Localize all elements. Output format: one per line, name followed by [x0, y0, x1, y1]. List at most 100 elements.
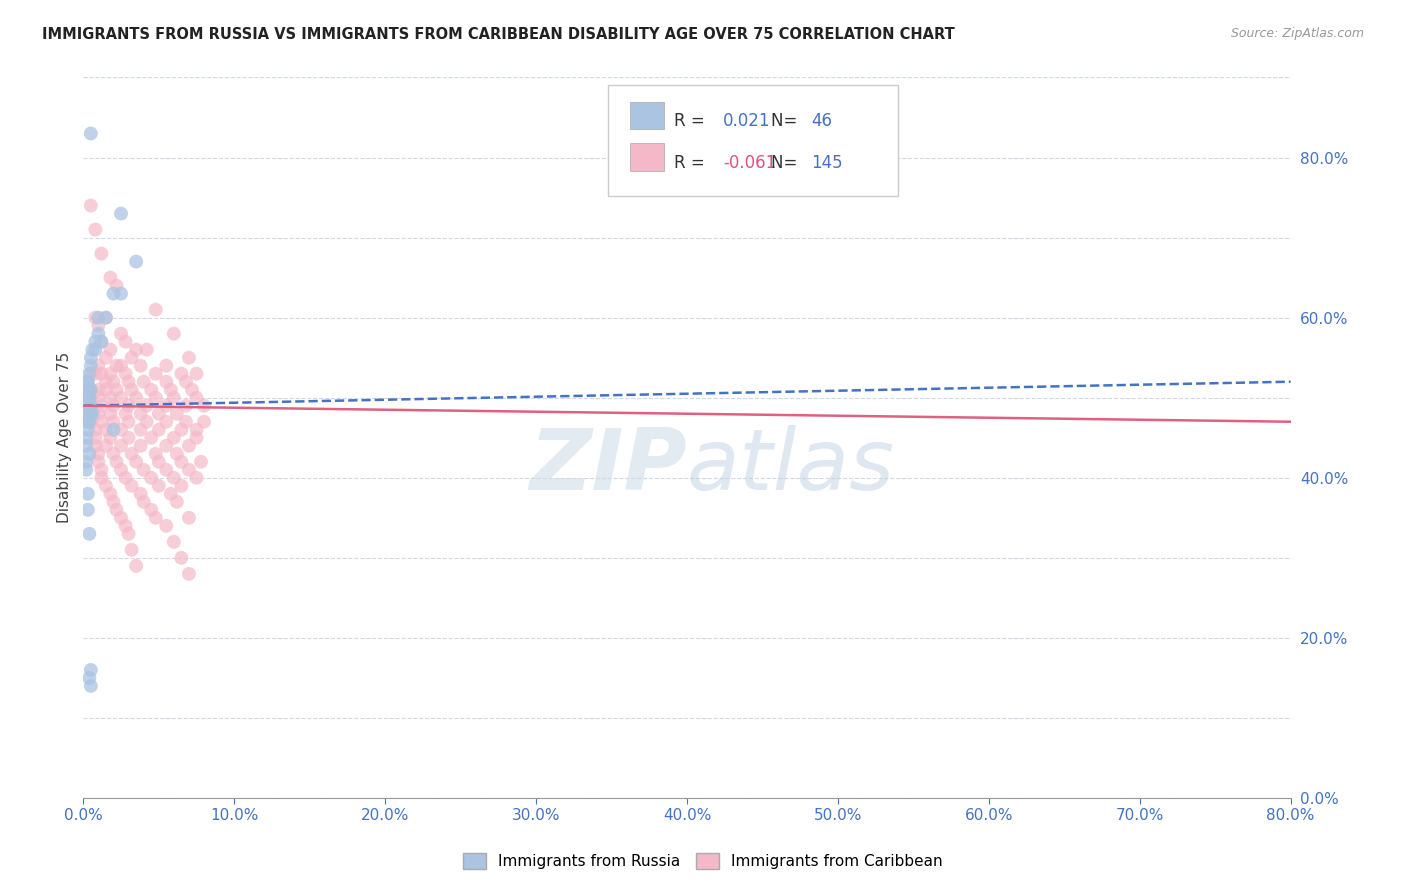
Point [100, 391, 122, 405]
Point [87, 407, 110, 421]
Point [110, 439, 132, 453]
Point [125, 343, 148, 357]
Text: 145: 145 [811, 153, 844, 172]
Point [110, 359, 132, 373]
Y-axis label: Disability Age Over 75: Disability Age Over 75 [58, 352, 72, 524]
Point [121, 383, 143, 397]
Point [145, 302, 167, 317]
Point [75, 455, 97, 469]
Point [80, 359, 103, 373]
Point [100, 367, 122, 381]
Point [177, 511, 200, 525]
Point [94, 310, 117, 325]
Point [90, 334, 112, 349]
Point [84, 222, 107, 236]
Point [170, 550, 193, 565]
Point [166, 495, 188, 509]
Point [76, 487, 98, 501]
Point [129, 487, 152, 501]
Point [186, 471, 208, 485]
Point [141, 503, 163, 517]
Point [174, 399, 197, 413]
Text: atlas: atlas [688, 425, 896, 508]
Point [129, 359, 152, 373]
Point [141, 383, 163, 397]
Point [105, 455, 128, 469]
Point [135, 343, 157, 357]
Point [90, 367, 112, 381]
Point [125, 455, 148, 469]
Text: 46: 46 [811, 112, 832, 130]
Point [155, 399, 177, 413]
Point [174, 415, 197, 429]
Point [80, 351, 103, 365]
Point [186, 423, 208, 437]
Text: N=: N= [772, 112, 803, 130]
Point [125, 558, 148, 573]
Point [132, 375, 155, 389]
Point [80, 415, 103, 429]
Point [100, 343, 122, 357]
Point [79, 447, 101, 461]
Point [177, 463, 200, 477]
Point [76, 407, 98, 421]
Point [159, 487, 181, 501]
Text: ZIP: ZIP [529, 425, 688, 508]
Point [79, 671, 101, 685]
Point [166, 407, 188, 421]
Point [82, 407, 104, 421]
Point [87, 318, 110, 333]
Point [177, 566, 200, 581]
Point [117, 431, 139, 445]
FancyBboxPatch shape [609, 85, 898, 196]
Point [87, 326, 110, 341]
Point [145, 391, 167, 405]
Point [163, 471, 186, 485]
Point [114, 518, 136, 533]
Point [174, 375, 197, 389]
Point [170, 367, 193, 381]
Point [166, 447, 188, 461]
Point [79, 415, 101, 429]
Point [141, 431, 163, 445]
Point [155, 415, 177, 429]
Point [80, 127, 103, 141]
Point [148, 423, 170, 437]
Point [190, 455, 212, 469]
Point [82, 343, 104, 357]
Point [117, 399, 139, 413]
Point [94, 310, 117, 325]
Point [80, 407, 103, 421]
Point [186, 391, 208, 405]
Text: Source: ZipAtlas.com: Source: ZipAtlas.com [1230, 27, 1364, 40]
Point [87, 383, 110, 397]
Point [87, 391, 110, 405]
Point [148, 455, 170, 469]
Point [103, 286, 125, 301]
Point [94, 383, 117, 397]
Point [80, 399, 103, 413]
Point [105, 278, 128, 293]
Text: -0.061: -0.061 [723, 153, 776, 172]
Point [155, 375, 177, 389]
Point [76, 423, 98, 437]
Point [186, 431, 208, 445]
Point [148, 479, 170, 493]
Point [129, 439, 152, 453]
Point [80, 198, 103, 212]
Point [79, 399, 101, 413]
Point [79, 407, 101, 421]
Point [110, 463, 132, 477]
Point [105, 359, 128, 373]
Point [79, 391, 101, 405]
Point [170, 423, 193, 437]
Point [79, 526, 101, 541]
Point [87, 447, 110, 461]
Point [90, 463, 112, 477]
Point [105, 503, 128, 517]
Point [90, 471, 112, 485]
Point [163, 391, 186, 405]
Point [75, 463, 97, 477]
Point [114, 471, 136, 485]
Point [159, 383, 181, 397]
